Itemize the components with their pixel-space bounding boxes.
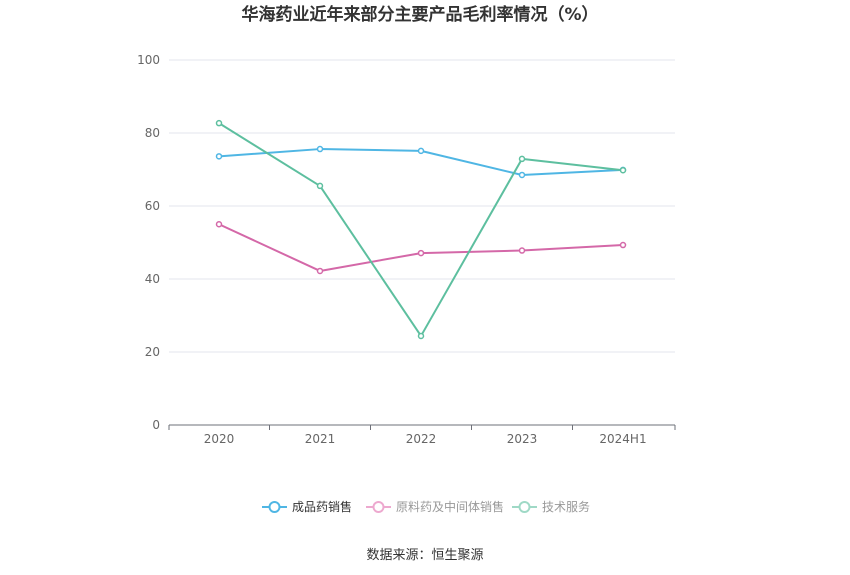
- data-point[interactable]: [518, 171, 526, 179]
- data-point[interactable]: [215, 119, 223, 127]
- series-line: [218, 223, 624, 272]
- legend-label: 原料药及中间体销售: [396, 499, 504, 514]
- legend-item[interactable]: 成品药销售: [262, 499, 352, 514]
- x-tick-label: 2024H1: [599, 432, 646, 446]
- legend-label: 成品药销售: [292, 499, 352, 514]
- legend-marker: [372, 501, 385, 513]
- data-point[interactable]: [316, 145, 324, 153]
- data-point[interactable]: [619, 166, 627, 174]
- data-point[interactable]: [619, 241, 627, 249]
- x-tick-label: 2023: [507, 432, 538, 446]
- legend-item[interactable]: 原料药及中间体销售: [366, 499, 504, 514]
- legend-label: 技术服务: [542, 499, 590, 514]
- y-tick-label: 100: [137, 53, 160, 67]
- y-axis: 0 20 40 60 80 100: [137, 53, 160, 432]
- legend-marker: [268, 501, 281, 513]
- data-point[interactable]: [417, 147, 425, 155]
- series-group: [215, 119, 627, 340]
- x-tick-label: 2020: [204, 432, 235, 446]
- series-line: [218, 122, 624, 337]
- legend-marker: [518, 501, 531, 513]
- data-point[interactable]: [417, 332, 425, 340]
- y-tick-label: 40: [145, 272, 160, 286]
- y-tick-label: 80: [145, 126, 160, 140]
- data-point[interactable]: [215, 153, 223, 160]
- legend-item[interactable]: 技术服务: [512, 499, 590, 514]
- data-point[interactable]: [316, 267, 324, 275]
- y-tick-label: 20: [145, 345, 160, 359]
- data-point[interactable]: [518, 155, 526, 163]
- data-point[interactable]: [417, 249, 425, 257]
- legend: 成品药销售 原料药及中间体销售 技术服务: [262, 499, 590, 514]
- data-source: 数据来源：恒生聚源: [366, 548, 483, 563]
- x-tick-label: 2021: [305, 432, 336, 446]
- y-tick-label: 0: [152, 418, 160, 432]
- y-tick-label: 60: [145, 199, 160, 213]
- grid-lines: [169, 59, 675, 353]
- chart-title: 华海药业近年来部分主要产品毛利率情况（%）: [241, 4, 598, 25]
- x-axis: 2020 2021 2022 2023 2024H1: [168, 424, 676, 446]
- data-point[interactable]: [518, 247, 526, 254]
- x-tick-label: 2022: [406, 432, 437, 446]
- data-point[interactable]: [215, 221, 223, 228]
- data-point[interactable]: [316, 182, 324, 190]
